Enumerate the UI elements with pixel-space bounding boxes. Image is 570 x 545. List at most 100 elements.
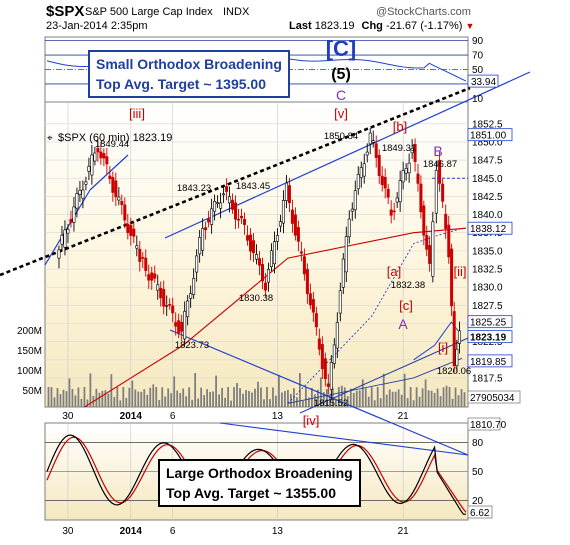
wave-label-top: [C] — [326, 36, 357, 61]
candle-body — [114, 180, 118, 198]
last-value: 1823.19 — [314, 20, 355, 32]
x-tick-label: 2014 — [120, 526, 143, 537]
candle-body — [293, 214, 297, 236]
osc-y-tick-label: 50 — [472, 467, 484, 478]
volume-bar — [104, 390, 107, 407]
volume-bar — [454, 387, 457, 407]
header-last: Last 1823.19 Chg -21.67 (-1.17%) ▼ — [289, 20, 474, 32]
x-tick-label: 13 — [272, 411, 284, 422]
volume-bar — [460, 389, 463, 407]
candle-body — [422, 205, 426, 236]
candle-body — [329, 362, 333, 390]
volume-bar — [203, 395, 206, 407]
volume-bar — [287, 389, 289, 407]
wave-labels: [iii] [v] [b] B [a] [c] A [ii] [i] [iv] [C] (5) C — [129, 36, 466, 428]
candle-body — [450, 248, 454, 307]
rising-trendline-segment — [89, 154, 129, 191]
osc-main-line — [46, 434, 466, 515]
volume-bar — [122, 387, 125, 407]
header-exchange: INDX — [223, 6, 250, 18]
candle-body — [308, 293, 312, 306]
candle-body — [177, 320, 181, 334]
volume-bar — [68, 378, 71, 407]
volume-tag: 27905034 — [470, 393, 515, 404]
trendlines — [0, 71, 531, 456]
volume-bar — [236, 383, 238, 407]
lower-broadening-trendline — [169, 329, 469, 456]
volume-bar — [427, 390, 430, 407]
volume-bar — [421, 388, 424, 407]
volume-bar — [281, 392, 283, 407]
volume-bar — [433, 392, 436, 407]
volume-bar — [83, 387, 86, 407]
price-label: 1850.84 — [324, 131, 358, 142]
candle-body — [117, 196, 121, 201]
volume-bar — [331, 387, 334, 407]
candle-body — [281, 200, 285, 224]
candle-body — [296, 227, 300, 242]
candle-body — [284, 182, 288, 201]
candle-body — [186, 300, 190, 317]
right-tags: 1851.00 1838.12 1825.25 1823.19 1819.85 — [467, 128, 513, 368]
volume-bar — [155, 387, 158, 407]
volume-tick-label: 100M — [17, 366, 42, 377]
watermark: @StockCharts.com — [376, 6, 471, 18]
candle-body — [320, 344, 324, 370]
volume-bar — [343, 387, 346, 407]
top-y-tick-label: 70 — [472, 51, 484, 62]
volume-bar — [134, 389, 137, 407]
right-tag-box — [467, 330, 513, 344]
volume-bar — [98, 392, 101, 407]
candle-body — [362, 163, 366, 177]
candle-body — [452, 311, 456, 367]
candle-body — [457, 330, 461, 344]
volume-bar — [206, 389, 209, 407]
volume-bar — [442, 387, 445, 407]
volume-bar — [269, 399, 271, 407]
volume-bar — [388, 389, 391, 407]
candle-body — [138, 248, 142, 262]
price-label: 1843.23 — [177, 183, 211, 194]
volume-bar — [409, 387, 412, 407]
candle-body — [338, 290, 342, 314]
candle-body — [141, 257, 145, 259]
candle-body — [341, 258, 345, 288]
candle-body — [269, 250, 273, 268]
oscillator-lines — [46, 434, 467, 515]
candle-body — [287, 185, 291, 204]
candle-body — [126, 223, 130, 233]
y-tick-label: 1840.0 — [472, 210, 503, 221]
volume-bar — [242, 393, 244, 407]
volume-bar — [313, 394, 316, 407]
candle-body — [96, 148, 100, 153]
volume-bar — [239, 388, 241, 407]
volume-bar — [71, 388, 74, 407]
candle-body — [240, 215, 244, 219]
price-label: 1815.52 — [314, 398, 348, 409]
candle-body — [356, 173, 360, 190]
right-tag: 1823.19 — [470, 333, 507, 344]
volume-bar — [215, 375, 217, 407]
volume-bar — [415, 387, 418, 407]
candle-body — [93, 152, 97, 162]
candle-body — [99, 151, 103, 159]
candle-body — [299, 251, 303, 254]
volume-bar — [47, 387, 50, 407]
volume-bar — [173, 376, 176, 407]
wave-label: [iii] — [129, 106, 145, 121]
candle-body — [386, 188, 390, 198]
volume-bar — [424, 379, 427, 407]
price-label: 1820.06 — [437, 366, 471, 377]
volume-bar — [322, 392, 325, 407]
candle-body — [132, 228, 136, 237]
right-tag-box — [467, 221, 513, 235]
candle-body — [234, 202, 238, 220]
candle-body — [252, 240, 256, 254]
volume-bar — [86, 399, 89, 407]
volume-bar — [245, 390, 247, 407]
candle-body — [75, 193, 79, 209]
volume-bar — [334, 398, 337, 407]
candle-body — [401, 170, 405, 183]
volume-tag-box — [467, 390, 521, 404]
volume-bar — [158, 400, 161, 407]
